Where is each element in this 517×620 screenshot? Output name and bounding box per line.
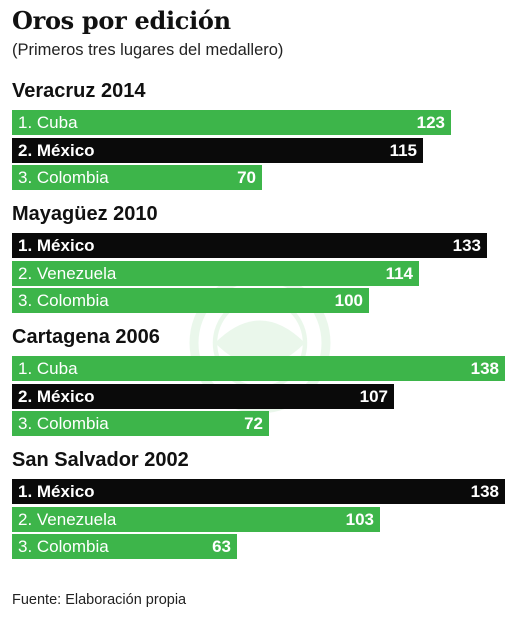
- bar: 3. Colombia 70: [12, 165, 262, 190]
- bar-label: 2. Venezuela: [18, 509, 117, 529]
- bar-label: 2. Venezuela: [18, 263, 117, 283]
- group-title: Mayagüez 2010: [12, 203, 158, 225]
- bar-value-label: 138: [470, 482, 499, 501]
- bar-label: 3. Colombia: [18, 414, 109, 433]
- bar-label: 1. México: [18, 236, 95, 255]
- bar: 1. Cuba 123: [12, 110, 451, 135]
- bar-label: 3. Colombia: [18, 537, 109, 556]
- bar: 2. México 115: [12, 137, 423, 163]
- bar-label: 3. Colombia: [18, 291, 109, 310]
- group-title: San Salvador 2002: [12, 449, 189, 471]
- bar-label: 1. Cuba: [18, 359, 78, 378]
- group-title: Cartagena 2006: [12, 326, 160, 348]
- bar: 2. México 107: [12, 383, 394, 409]
- bar: 1. México 138: [12, 479, 505, 504]
- bar-value-label: 123: [416, 113, 445, 132]
- bar-label: 1. Cuba: [18, 113, 78, 132]
- bar-value-label: 72: [244, 414, 263, 433]
- bar: 3. Colombia 100: [12, 288, 369, 313]
- bar: 3. Colombia 72: [12, 411, 269, 436]
- bar-label: 1. México: [18, 482, 95, 501]
- bar-label: 2. México: [18, 140, 95, 160]
- bar-value-label: 100: [334, 291, 363, 310]
- bar-value-label: 133: [452, 236, 481, 255]
- bar-value-label: 138: [470, 359, 499, 378]
- source-note: Fuente: Elaboración propia: [12, 592, 187, 608]
- bar: 2. Venezuela 114: [12, 260, 419, 286]
- bar-label: 2. México: [18, 386, 95, 406]
- bar-value-label: 115: [389, 140, 417, 160]
- bar-value-label: 103: [345, 509, 374, 529]
- bar: 1. México 133: [12, 233, 487, 258]
- bar-value-label: 107: [359, 386, 388, 406]
- bar: 1. Cuba 138: [12, 356, 505, 381]
- bar: 2. Venezuela 103: [12, 506, 380, 532]
- bar: 3. Colombia 63: [12, 534, 237, 559]
- chart-title: Oros por edición: [12, 6, 231, 35]
- group-title: Veracruz 2014: [12, 80, 146, 102]
- bar-value-label: 114: [385, 263, 413, 283]
- chart-subtitle: (Primeros tres lugares del medallero): [12, 41, 284, 59]
- bar-label: 3. Colombia: [18, 168, 109, 187]
- bar-value-label: 70: [237, 168, 256, 187]
- bar-value-label: 63: [212, 537, 231, 556]
